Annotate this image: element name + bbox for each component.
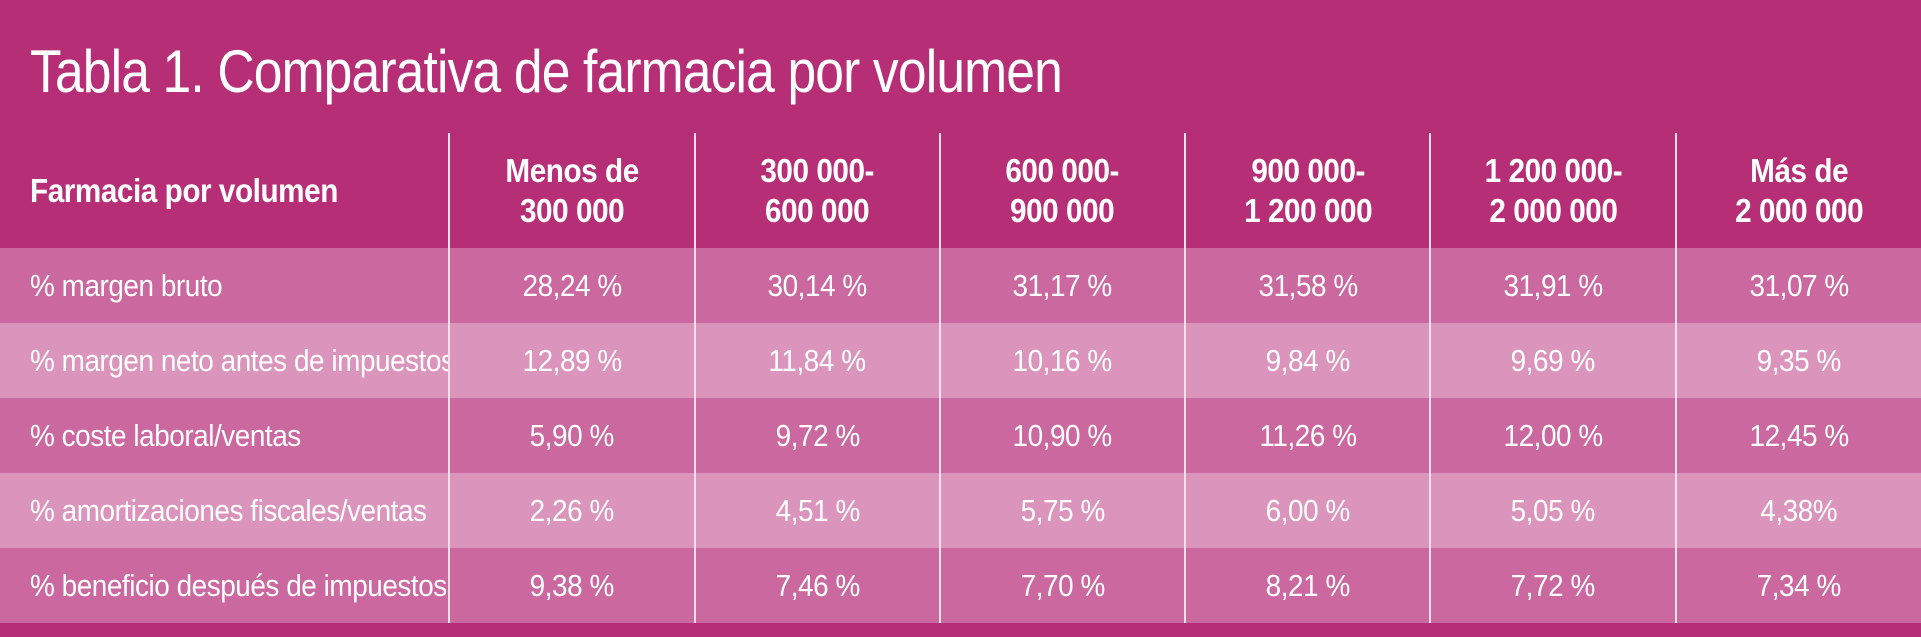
column-header-line2: 300 000 bbox=[519, 191, 625, 229]
table-cell: 5,75 % bbox=[938, 473, 1186, 548]
column-header: 300 000- 600 000 bbox=[693, 133, 940, 248]
table-cell: 28,24 % bbox=[448, 248, 695, 323]
table-cell: 4,38% bbox=[1674, 473, 1921, 548]
table-cell: 11,26 % bbox=[1184, 398, 1431, 473]
table-cell: 31,17 % bbox=[938, 248, 1186, 323]
table-cell: 2,26 % bbox=[448, 473, 695, 548]
column-header-line2: 1 200 000 bbox=[1243, 191, 1373, 229]
table-row: % margen bruto 28,24 % 30,14 % 31,17 % 3… bbox=[0, 248, 1921, 323]
column-header: Menos de 300 000 bbox=[448, 133, 695, 248]
table-title: Tabla 1. Comparativa de farmacia por vol… bbox=[30, 38, 1063, 105]
column-header-line2: 2 000 000 bbox=[1734, 191, 1864, 229]
row-label: % margen bruto bbox=[30, 267, 223, 303]
table-row: % coste laboral/ventas 5,90 % 9,72 % 10,… bbox=[0, 398, 1921, 473]
table-cell: 7,70 % bbox=[938, 548, 1186, 623]
table-row: % amortizaciones fiscales/ventas 2,26 % … bbox=[0, 473, 1921, 548]
row-label: % amortizaciones fiscales/ventas bbox=[30, 492, 427, 528]
header-row: Farmacia por volumen Menos de 300 000 300… bbox=[0, 133, 1921, 248]
table-row: % margen neto antes de impuestos 12,89 %… bbox=[0, 323, 1921, 398]
column-header: 600 000- 900 000 bbox=[938, 133, 1186, 248]
row-label: % coste laboral/ventas bbox=[30, 417, 301, 453]
column-header-line1: 1 200 000- bbox=[1484, 151, 1622, 189]
table-cell: 8,21 % bbox=[1184, 548, 1431, 623]
table-cell: 11,84 % bbox=[693, 323, 940, 398]
corner-header-label: Farmacia por volumen bbox=[30, 171, 338, 209]
table-cell: 5,05 % bbox=[1429, 473, 1676, 548]
column-header-line2: 600 000 bbox=[765, 191, 870, 229]
column-header-line1: Más de bbox=[1749, 151, 1848, 189]
table-cell: 31,07 % bbox=[1674, 248, 1921, 323]
table-cell: 9,38 % bbox=[448, 548, 695, 623]
column-header: Más de 2 000 000 bbox=[1674, 133, 1921, 248]
column-header: 900 000- 1 200 000 bbox=[1184, 133, 1431, 248]
column-header-line1: 900 000- bbox=[1251, 151, 1365, 189]
column-header-line1: Menos de bbox=[505, 151, 639, 189]
table-cell: 31,58 % bbox=[1184, 248, 1431, 323]
table-cell: 31,91 % bbox=[1429, 248, 1676, 323]
table-cell: 12,89 % bbox=[448, 323, 695, 398]
table-cell: 10,90 % bbox=[938, 398, 1186, 473]
row-label: % margen neto antes de impuestos bbox=[30, 342, 450, 378]
row-label: % beneficio después de impuestos bbox=[30, 567, 447, 603]
table-cell: 9,69 % bbox=[1429, 323, 1676, 398]
column-header-line2: 900 000 bbox=[1010, 191, 1115, 229]
column-header: 1 200 000- 2 000 000 bbox=[1429, 133, 1676, 248]
table-cell: 4,51 % bbox=[693, 473, 940, 548]
table-cell: 9,35 % bbox=[1674, 323, 1921, 398]
table-cell: 7,46 % bbox=[693, 548, 940, 623]
table-cell: 9,84 % bbox=[1184, 323, 1431, 398]
comparison-table: Farmacia por volumen Menos de 300 000 300… bbox=[0, 133, 1921, 623]
table-cell: 30,14 % bbox=[693, 248, 940, 323]
table-cell: 10,16 % bbox=[938, 323, 1186, 398]
table-cell: 9,72 % bbox=[693, 398, 940, 473]
table-cell: 5,90 % bbox=[448, 398, 695, 473]
column-header-line2: 2 000 000 bbox=[1489, 191, 1618, 229]
table-cell: 6,00 % bbox=[1184, 473, 1431, 548]
table-cell: 7,72 % bbox=[1429, 548, 1676, 623]
corner-header: Farmacia por volumen bbox=[0, 133, 449, 248]
table-row: % beneficio después de impuestos 9,38 % … bbox=[0, 548, 1921, 623]
table-cell: 12,00 % bbox=[1429, 398, 1676, 473]
column-header-line1: 300 000- bbox=[760, 151, 875, 189]
column-header-line1: 600 000- bbox=[1005, 151, 1120, 189]
table-cell: 7,34 % bbox=[1674, 548, 1921, 623]
table-cell: 12,45 % bbox=[1674, 398, 1921, 473]
